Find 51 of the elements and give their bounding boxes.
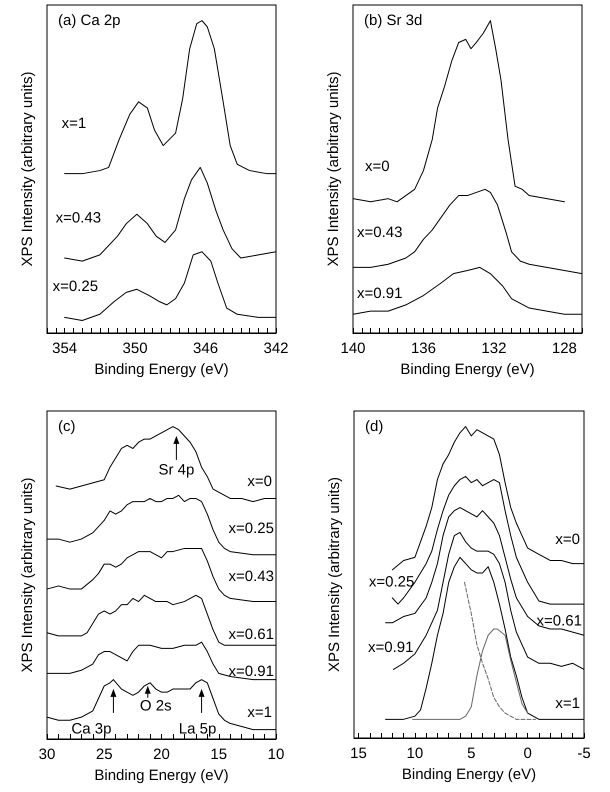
x-tick-label: 132 — [481, 340, 506, 357]
series-label: x=0.43 — [228, 568, 274, 586]
annotation: O 2s — [140, 697, 172, 714]
series-label: x=0 — [247, 472, 272, 490]
x-tick-label: 5 — [467, 745, 476, 762]
x-tick-label: 346 — [193, 340, 218, 357]
series-label: x=1 — [247, 704, 272, 722]
chart-title: (c) — [58, 418, 76, 435]
y-axis-title: XPS Intensity (arbitrary units) — [325, 71, 342, 267]
y-axis-title: XPS Intensity (arbitrary units) — [326, 476, 343, 672]
x-axis-title: Binding Energy (eV) — [94, 361, 229, 378]
x-axis-title: Binding Energy (eV) — [400, 361, 535, 378]
series-label: x=0.25 — [368, 573, 414, 590]
series-label: x=0.25 — [52, 278, 98, 295]
series-label: x=1 — [555, 694, 580, 712]
text: x=1 — [62, 115, 86, 132]
x-tick-label: 25 — [96, 746, 113, 763]
chart-title: (b) Sr 3d — [364, 12, 422, 29]
series-label: x=0.91 — [228, 663, 274, 680]
x-tick-label: 342 — [263, 340, 289, 357]
annotation: La 5p — [178, 720, 216, 738]
series-label: x=0 — [365, 158, 390, 176]
x-tick-label: 0 — [523, 745, 532, 762]
x-tick-label: 354 — [52, 340, 78, 357]
x-tick-label: -5 — [577, 745, 591, 762]
x-axis-title: Binding Energy (eV) — [94, 767, 229, 784]
x-tick-label: 10 — [268, 746, 284, 763]
series-label: x=0.91 — [357, 284, 402, 302]
chart-title: (d) — [365, 418, 384, 435]
x-axis-title: Binding Energy (eV) — [402, 766, 536, 783]
series-label: x=0 — [555, 531, 580, 548]
series-label: x=0.43 — [357, 224, 402, 241]
chart-title: (a) Ca 2p — [58, 12, 121, 29]
y-axis-title: XPS Intensity (arbitrary units) — [19, 477, 36, 673]
x-tick-label: 140 — [340, 340, 366, 357]
x-tick-label: 136 — [410, 340, 436, 357]
x-tick-label: 20 — [153, 746, 170, 763]
series-label: x=0.61 — [228, 626, 274, 643]
x-tick-label: 15 — [350, 745, 367, 762]
series-label: x=0.43 — [56, 210, 102, 227]
x-tick-label: 128 — [552, 340, 577, 357]
x-tick-label: 30 — [38, 746, 56, 763]
annotation: Sr 4p — [158, 461, 194, 478]
x-tick-label: 350 — [122, 340, 148, 357]
series-label: x=0.25 — [228, 520, 274, 538]
series-label: x=0.61 — [536, 612, 582, 630]
series-label: x=0.91 — [368, 638, 414, 656]
annotation: Ca 3p — [71, 720, 112, 738]
y-axis-title: XPS Intensity (arbitrary units) — [19, 71, 36, 267]
x-tick-label: 10 — [406, 745, 424, 762]
x-tick-label: 15 — [210, 746, 228, 763]
